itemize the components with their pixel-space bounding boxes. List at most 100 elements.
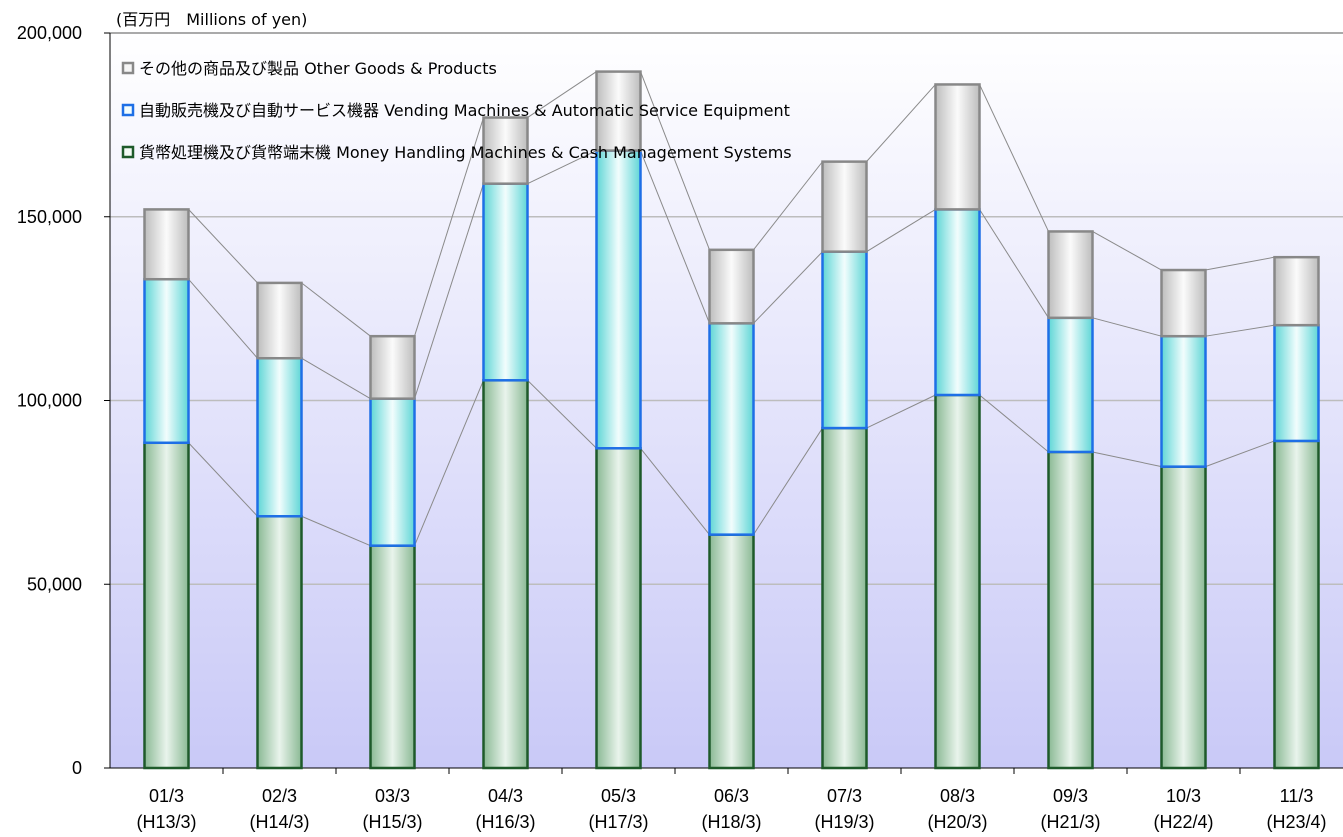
connector-line [1205,324,1275,337]
connector-line [866,394,936,429]
x-tick-sublabel: (H21/3) [1040,812,1100,832]
x-tick-sublabel: (H18/3) [701,812,761,832]
bar-vending-machines [482,182,529,382]
connector-line [414,380,484,546]
bar-other-goods [708,248,755,325]
connector-line [1092,231,1162,271]
connector-line [1205,256,1275,271]
bar-money-handling [821,426,868,770]
x-tick-sublabel: (H14/3) [249,812,309,832]
bar-other-goods [256,281,303,360]
connector-line [753,427,823,535]
x-tick-sublabel: (H13/3) [136,812,196,832]
bar-other-goods [595,70,642,152]
bar-money-handling [1047,450,1094,770]
bar-money-handling [595,447,642,770]
legend-label: その他の商品及び製品 Other Goods & Products [139,59,497,78]
bar-money-handling [143,441,190,770]
x-tick-label: 07/3 [827,786,862,806]
bar-stacks [143,70,1320,770]
x-tick-label: 10/3 [1166,786,1201,806]
connector-line [640,71,710,251]
connector-line [753,161,823,251]
bar-other-goods [821,160,868,253]
x-tick-sublabel: (H23/4) [1266,812,1326,832]
x-axis-ticks [222,768,1241,774]
bar-other-goods [934,83,981,211]
connector-line [188,278,258,359]
bar-other-goods [143,208,190,281]
y-axis-unit-label: (百万円 Millions of yen) [116,10,307,29]
y-tick-label: 100,000 [17,391,82,411]
x-tick-label: 09/3 [1053,786,1088,806]
connector-line [1092,317,1162,337]
legend-swatch [121,103,135,117]
connector-line [753,251,823,324]
y-tick-label: 200,000 [17,23,82,43]
connector-line [1092,451,1162,468]
bar-money-handling [1160,465,1207,770]
x-tick-label: 08/3 [940,786,975,806]
bar-money-handling [482,379,529,770]
bar-vending-machines [821,250,868,430]
connector-line [527,379,597,449]
y-tick-label: 0 [72,758,82,778]
connector-line [527,150,597,185]
x-axis-tick-labels: 01/3 (H13/3) 02/3 (H14/3) 03/3 (H15/3) 04/3 (H1… [136,786,1326,832]
connector-line [301,282,371,337]
x-tick-sublabel: (H17/3) [588,812,648,832]
x-tick-label: 02/3 [262,786,297,806]
bar-vending-machines [1047,316,1094,454]
connector-line [301,357,371,400]
bar-other-goods [482,116,529,185]
legend: その他の商品及び製品 Other Goods & Products 自動販売機及び… [121,59,792,162]
x-tick-sublabel: (H15/3) [362,812,422,832]
bar-other-goods [1273,255,1320,327]
x-tick-label: 11/3 [1280,786,1314,806]
connector-line [414,117,484,337]
bar-money-handling [369,544,416,770]
connector-line [188,209,258,284]
x-tick-sublabel: (H22/4) [1153,812,1213,832]
x-tick-label: 04/3 [488,786,523,806]
x-tick-label: 05/3 [601,786,636,806]
bar-money-handling [1273,439,1320,770]
connector-line [979,84,1049,232]
x-tick-label: 01/3 [149,786,184,806]
connector-line [866,84,936,162]
legend-label: 貨幣処理機及び貨幣端末機 Money Handling Machines & C… [139,143,792,162]
series-connector-lines [188,71,1275,547]
x-tick-sublabel: (H19/3) [814,812,874,832]
bar-money-handling [708,533,755,770]
legend-swatch [121,61,135,75]
legend-swatch [121,145,135,159]
connector-line [1205,440,1275,468]
legend-label: 自動販売機及び自動サービス機器 Vending Machines & Autom… [139,101,790,120]
bar-other-goods [1160,268,1207,338]
connector-line [979,394,1049,453]
bar-vending-machines [595,149,642,450]
connector-line [866,208,936,253]
bar-vending-machines [934,208,981,397]
bar-money-handling [934,393,981,770]
y-tick-label: 50,000 [27,574,82,594]
bar-vending-machines [256,356,303,518]
bar-vending-machines [369,397,416,547]
x-tick-label: 06/3 [714,786,749,806]
y-tick-label: 150,000 [17,207,82,227]
x-tick-sublabel: (H20/3) [927,812,987,832]
y-axis-tick-labels: 0 50,000 100,000 150,000 200,000 [17,23,110,778]
connector-line [640,150,710,324]
bar-vending-machines [1273,323,1320,443]
bar-other-goods [1047,230,1094,320]
x-tick-sublabel: (H16/3) [475,812,535,832]
connector-line [979,209,1049,319]
bar-vending-machines [1160,334,1207,468]
x-tick-label: 03/3 [375,786,410,806]
connector-line [527,71,597,118]
connector-line [414,183,484,399]
connector-line [640,447,710,535]
bar-other-goods [369,334,416,400]
connector-line [301,515,371,547]
